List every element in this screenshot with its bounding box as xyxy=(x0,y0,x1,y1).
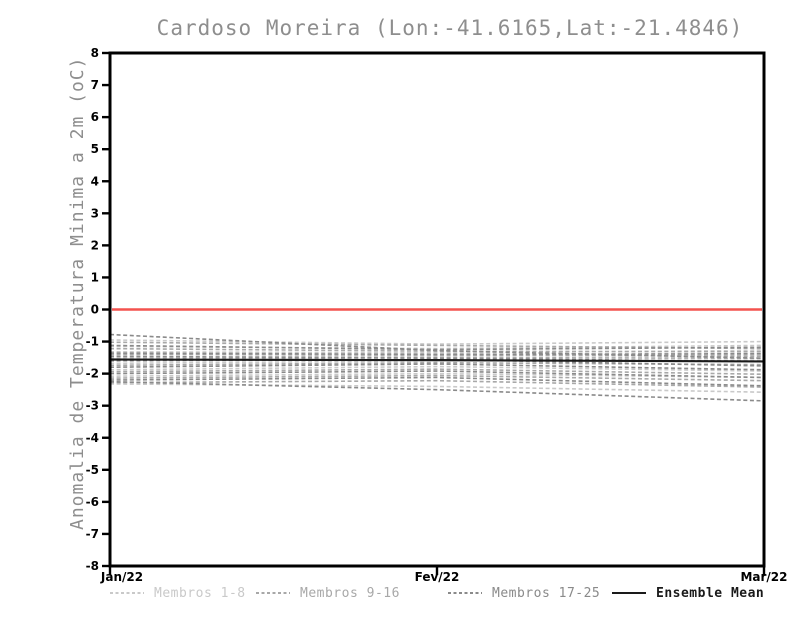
y-tick-label: 4 xyxy=(91,174,99,188)
legend-item: Membros 9-16 xyxy=(256,584,400,602)
y-tick-label: -4 xyxy=(86,431,99,445)
y-tick-label: 0 xyxy=(91,303,99,317)
x-tick-label: Fev/22 xyxy=(415,570,460,584)
x-tick-label: Jan/22 xyxy=(100,570,143,584)
y-tick-label: 3 xyxy=(91,206,99,220)
x-tick-label: Mar/22 xyxy=(740,570,787,584)
ensemble-members xyxy=(109,333,765,402)
member-trace xyxy=(109,363,765,371)
ensemble-mean-line xyxy=(109,358,765,363)
member-trace xyxy=(109,368,765,376)
member-trace xyxy=(109,339,765,345)
member-trace xyxy=(109,372,765,379)
y-tick-label: -1 xyxy=(86,335,99,349)
member-trace xyxy=(109,344,765,351)
y-tick-label: -6 xyxy=(86,495,99,509)
x-axis-ticks: Jan/22 Fev/22 Mar/22 xyxy=(100,566,788,584)
y-tick-label: -3 xyxy=(86,399,99,413)
y-axis-ticks: 8 7 6 5 4 3 2 1 0 -1 -2 -3 -4 -5 -6 -7 -8 xyxy=(86,46,110,573)
member-trace xyxy=(109,333,765,360)
member-trace xyxy=(109,365,765,372)
legend: Membros 1-8 Membros 9-16 Membros 17-25 Ense… xyxy=(0,584,800,606)
y-tick-label: 1 xyxy=(91,270,99,284)
y-tick-label: -7 xyxy=(86,527,99,541)
chart-title: Cardoso Moreira (Lon:-41.6165,Lat:-21.48… xyxy=(156,16,744,40)
member-trace xyxy=(109,347,765,353)
legend-label: Membros 1-8 xyxy=(154,585,246,601)
y-tick-label: 7 xyxy=(91,78,99,92)
y-tick-label: 6 xyxy=(91,110,99,124)
legend-label: Membros 9-16 xyxy=(300,585,400,601)
y-tick-label: -2 xyxy=(86,367,99,381)
legend-item: Membros 1-8 xyxy=(110,584,246,602)
legend-label: Membros 17-25 xyxy=(492,585,601,601)
y-tick-label: -8 xyxy=(86,559,99,573)
legend-solid-line-sample xyxy=(612,592,646,594)
member-trace xyxy=(109,379,765,388)
y-tick-label: 8 xyxy=(91,46,99,60)
member-trace xyxy=(109,352,765,356)
y-tick-label: -5 xyxy=(86,463,99,477)
legend-item: Ensemble Mean xyxy=(612,584,764,602)
member-trace xyxy=(109,370,765,379)
legend-dashed-line-sample xyxy=(256,592,290,594)
legend-dashed-line-sample xyxy=(110,592,144,594)
member-trace xyxy=(109,376,765,387)
legend-label: Ensemble Mean xyxy=(656,585,765,601)
member-trace xyxy=(109,380,765,402)
legend-item: Membros 17-25 xyxy=(448,584,600,602)
y-tick-label: 5 xyxy=(91,142,99,156)
y-tick-label: 2 xyxy=(91,238,99,252)
member-trace xyxy=(109,374,765,382)
legend-dashed-line-sample xyxy=(448,592,482,594)
